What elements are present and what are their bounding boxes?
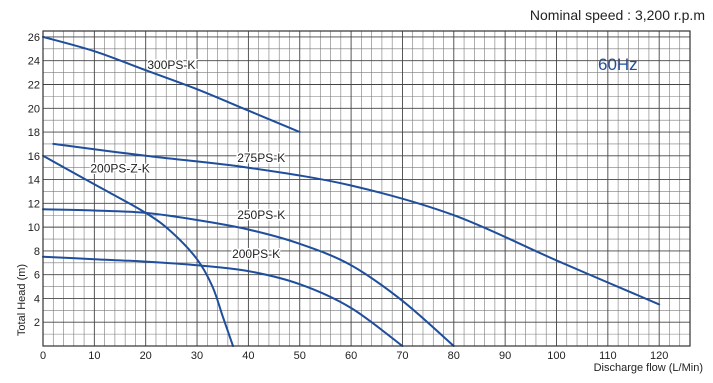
x-tick-label: 80 [448,350,460,362]
y-tick-label: 10 [28,222,40,234]
y-tick-label: 14 [28,175,40,187]
y-tick-label: 18 [28,127,40,139]
x-tick-label: 30 [191,350,203,362]
series-line-275ps-k [52,142,661,306]
x-tick-label: 0 [40,350,46,362]
x-tick-label: 10 [88,350,100,362]
x-tick-label: 20 [140,350,152,362]
x-tick-label: 70 [396,350,408,362]
series-label-250ps-k: 250PS-K [237,208,285,222]
series-label-275ps-k: 275PS-K [237,151,285,165]
y-tick-label: 2 [34,317,40,329]
tick-labels: 0 10 20 30 40 50 60 70 80 90 100 110 120246810121416… [28,32,669,362]
x-tick-label: 110 [599,350,617,362]
x-tick-label: 60 [345,350,357,362]
series-line-250ps-k [42,208,455,347]
major-grid [43,31,690,346]
x-tick-label: 90 [499,350,511,362]
nominal-speed-note: Nominal speed : 3,200 r.p.m [529,7,705,23]
y-tick-label: 8 [34,246,40,258]
x-tick-label: 100 [547,350,565,362]
series-line-300ps-k [42,35,301,133]
series-line-200ps-k [42,255,404,347]
y-tick-label: 24 [28,56,40,68]
y-tick-label: 22 [28,79,40,91]
series-label-300ps-k: 300PS-K [147,58,195,72]
x-tick-label: 50 [294,350,306,362]
y-tick-label: 20 [28,103,40,115]
x-tick-label: 120 [650,350,668,362]
y-tick-label: 12 [28,198,40,210]
y-tick-label: 4 [34,293,40,305]
y-tick-label: 26 [28,32,40,44]
y-tick-label: 16 [28,151,40,163]
x-axis-label: Discharge flow (L/Min) [593,362,703,374]
series-line-200ps-z-k [42,154,234,347]
x-tick-label: 40 [242,350,254,362]
series-label-200ps-k: 200PS-K [232,247,280,261]
plot-frame [42,30,691,347]
series-label-200ps-z-k: 200PS-Z-K [90,161,149,175]
series-labels: 300PS-K 275PS-K 200PS-Z-K 250PS-K 200PS-K [89,57,287,263]
y-tick-label: 6 [34,270,40,282]
series-lines [42,35,661,347]
